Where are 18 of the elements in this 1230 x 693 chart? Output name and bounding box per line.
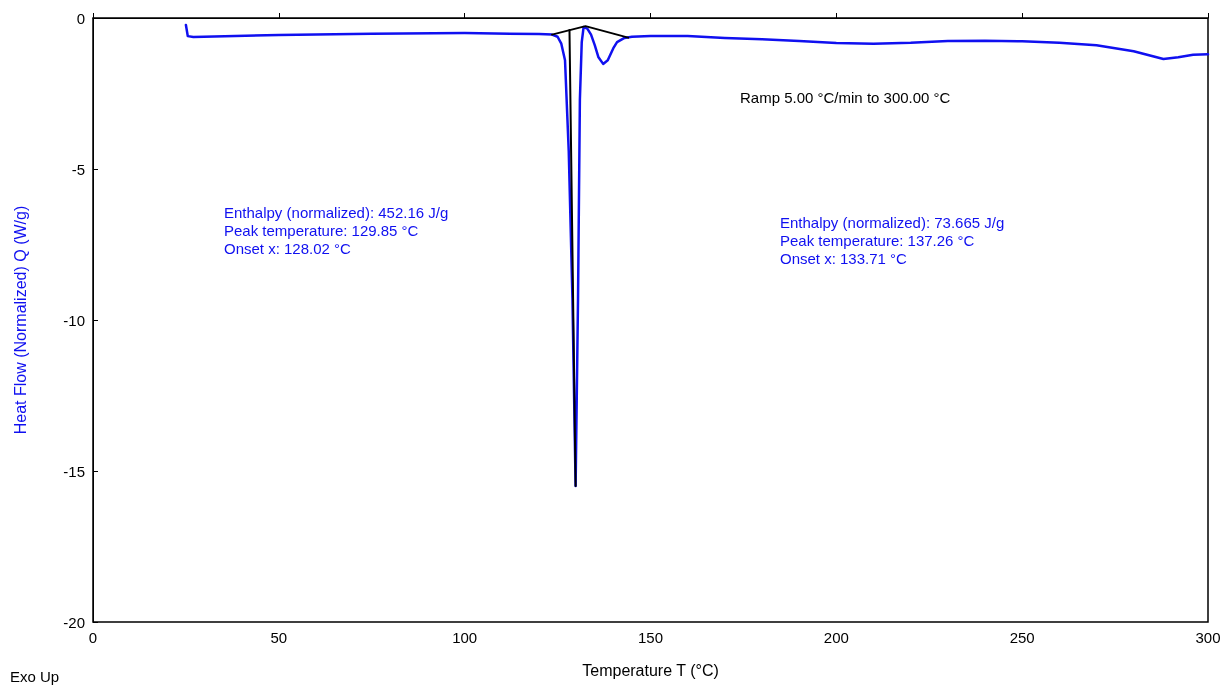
- x-tick-label: 100: [452, 629, 478, 646]
- x-tick-label: 150: [637, 629, 664, 646]
- x-tick-label: 300: [1195, 629, 1221, 646]
- x-tick-label: 200: [823, 629, 849, 646]
- y-tick-label: -5: [71, 160, 85, 178]
- annotation: Enthalpy (normalized): 73.665 J/g Peak temperature: 137.26 °C Onset x: 133.71 °C: [780, 213, 1005, 267]
- y-tick-label: 0: [76, 9, 85, 27]
- y-tick-label: -20: [63, 613, 85, 631]
- x-tick-label: 50: [270, 629, 288, 646]
- annotation: Ramp 5.00 °C/min to 300.00 °C: [740, 88, 951, 106]
- x-axis-title: Temperature T (°C): [582, 661, 719, 679]
- annotation: Enthalpy (normalized): 452.16 J/g Peak temperature: 129.85 °C Onset x: 128.02 °C: [224, 203, 449, 257]
- y-tick-label: -15: [63, 462, 85, 480]
- y-axis-title: Heat Flow (Normalized) Q (W/g): [11, 205, 29, 435]
- x-tick-label: 0: [88, 629, 98, 646]
- x-tick-label: 250: [1009, 629, 1035, 646]
- y-tick-label: -10: [63, 311, 85, 329]
- text: Exo Up: [10, 667, 60, 685]
